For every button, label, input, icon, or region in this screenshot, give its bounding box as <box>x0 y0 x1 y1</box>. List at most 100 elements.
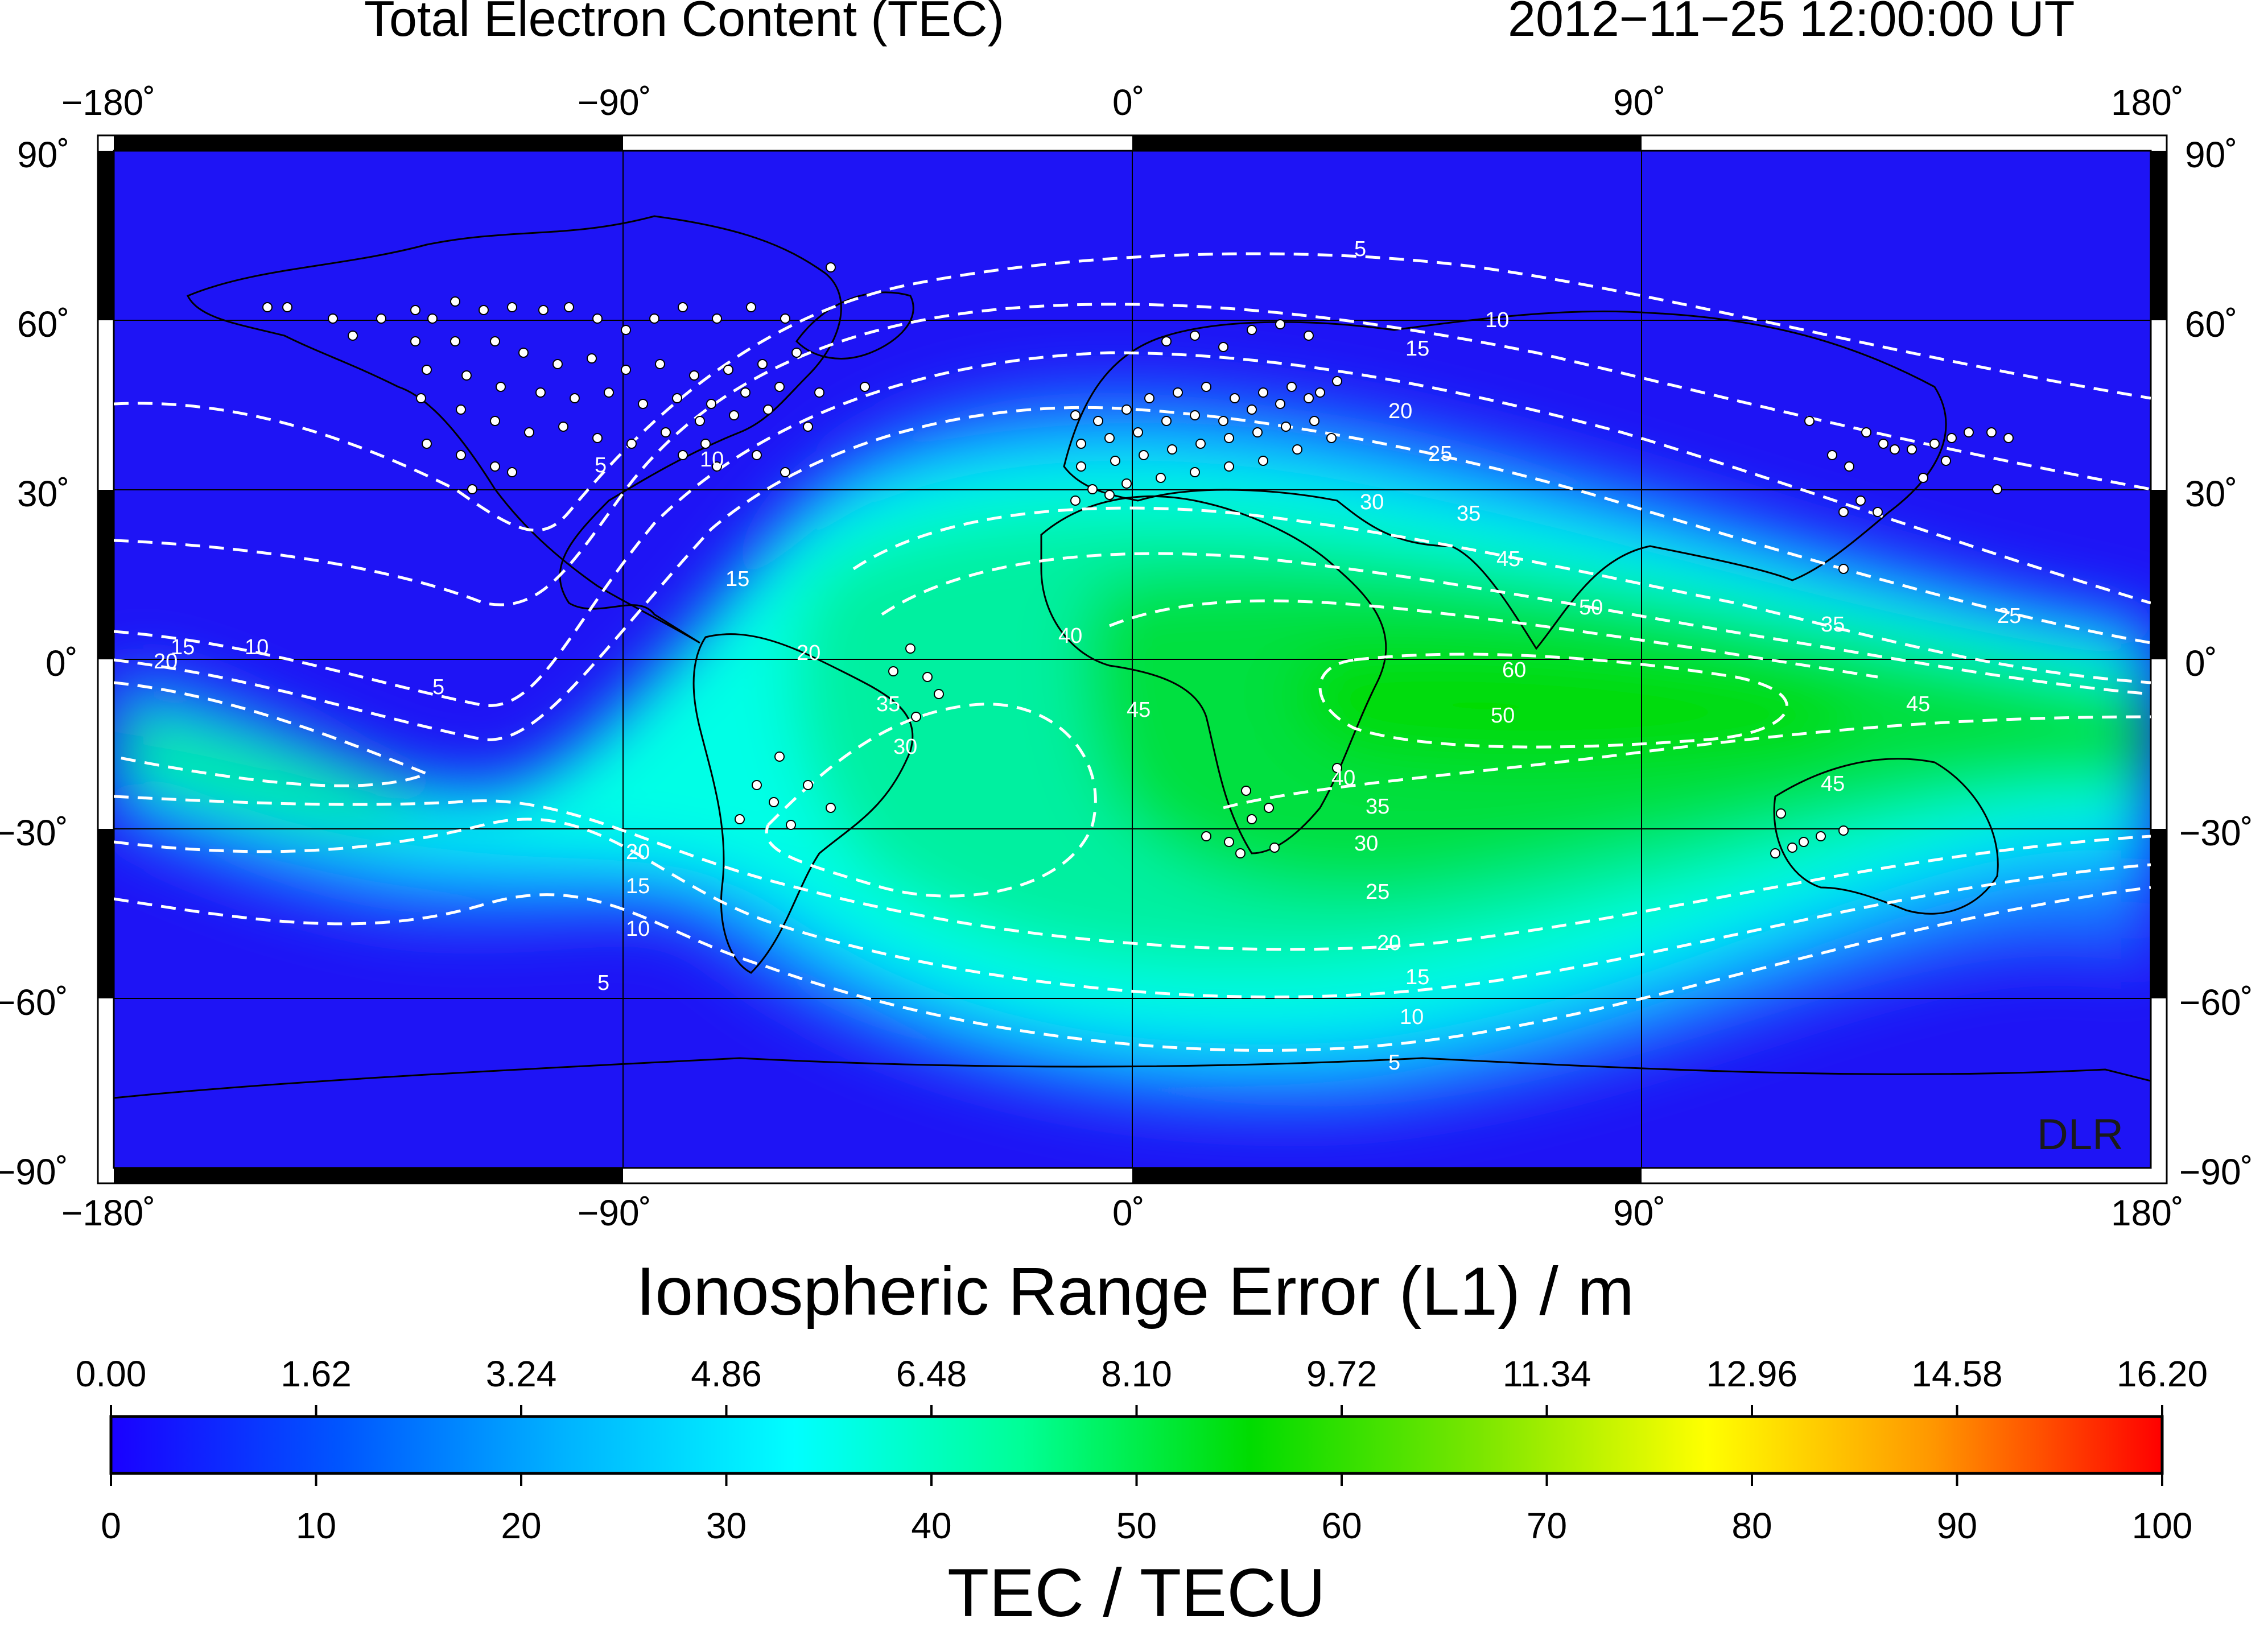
station-marker <box>1230 393 1240 403</box>
contour-label: 25 <box>1366 880 1389 904</box>
tec-contours <box>114 252 2151 1052</box>
station-marker <box>496 382 506 392</box>
station-marker <box>689 370 699 381</box>
station-marker <box>328 313 338 324</box>
range-error-tick-label: 1.62 <box>281 1353 352 1394</box>
station-marker <box>1161 416 1172 426</box>
station-marker <box>661 427 671 437</box>
station-marker <box>490 461 500 472</box>
timestamp: 2012−11−25 12:00:00 UT <box>1508 0 2075 47</box>
tec-tick-label: 10 <box>295 1505 337 1546</box>
station-marker <box>524 427 534 437</box>
station-marker <box>626 439 637 449</box>
contour-label: 5 <box>432 675 444 699</box>
contour-label: 20 <box>1377 931 1401 955</box>
station-marker <box>1218 416 1228 426</box>
station-marker <box>558 422 568 432</box>
station-marker <box>769 797 779 807</box>
station-marker <box>456 404 466 415</box>
contour-line <box>765 703 1097 898</box>
lon-tick-top-90w: −90˚ <box>578 82 651 123</box>
station-marker <box>826 262 836 272</box>
lat-tick-right-30s: −30˚ <box>2179 812 2253 853</box>
contour-label: 60 <box>1502 658 1526 682</box>
station-marker <box>638 399 648 409</box>
station-marker <box>1776 808 1786 819</box>
station-marker <box>1838 564 1849 574</box>
contour-label: 5 <box>597 971 609 995</box>
station-marker <box>1269 843 1280 853</box>
station-marker <box>1315 387 1325 398</box>
lat-tick-right-30n: 30˚ <box>2185 473 2238 514</box>
range-error-tick-label: 8.10 <box>1101 1353 1172 1394</box>
station-marker <box>427 313 438 324</box>
station-marker <box>1844 461 1854 472</box>
contour-label: 10 <box>626 917 650 941</box>
tec-unit-title: TEC / TECU <box>947 1555 1326 1631</box>
station-marker <box>1804 416 1815 426</box>
lon-tick-bottom-90w: −90˚ <box>578 1192 651 1233</box>
station-marker <box>1929 439 1940 449</box>
station-marker <box>1947 433 1957 443</box>
station-marker <box>1309 416 1319 426</box>
contour-line <box>114 252 2151 532</box>
station-marker <box>348 331 358 341</box>
station-marker <box>1918 473 1928 483</box>
station-marker <box>1070 496 1081 506</box>
station-marker <box>774 382 785 392</box>
station-marker <box>1161 336 1172 346</box>
station-marker <box>1907 444 1917 455</box>
station-marker <box>479 305 489 315</box>
station-marker <box>490 416 500 426</box>
contour-label: 20 <box>154 650 178 674</box>
contour-label: 35 <box>1366 795 1389 819</box>
lon-tick-bottom-90e: 90˚ <box>1613 1192 1666 1233</box>
lon-tick-top-180w: −180˚ <box>61 82 156 123</box>
station-marker <box>1890 444 1900 455</box>
lat-tick-left-0: 0˚ <box>46 643 78 684</box>
lat-tick-left-30s: −30˚ <box>0 812 68 853</box>
station-marker <box>1878 439 1888 449</box>
tec-tick-label: 70 <box>1526 1505 1568 1546</box>
station-marker <box>1332 376 1342 386</box>
tec-tick-label: 30 <box>706 1505 747 1546</box>
contour-line <box>1223 715 2151 810</box>
contour-label: 15 <box>1405 337 1429 361</box>
contour-line <box>1318 653 1788 749</box>
contour-label: 20 <box>797 641 820 665</box>
contour-label: 25 <box>1997 604 2021 628</box>
station-marker <box>1241 786 1251 796</box>
station-marker <box>888 666 898 676</box>
station-marker <box>490 336 500 346</box>
station-marker <box>410 336 420 346</box>
station-marker <box>1070 410 1081 420</box>
contour-label: 30 <box>893 735 917 759</box>
station-marker <box>422 365 432 375</box>
contour-line <box>114 351 2151 707</box>
station-marker <box>1110 456 1120 466</box>
station-marker <box>1190 467 1200 477</box>
range-error-tick-label: 11.34 <box>1502 1353 1591 1394</box>
station-marker <box>621 325 631 335</box>
contour-label: 10 <box>1485 308 1509 332</box>
station-marker <box>1190 410 1200 420</box>
contour-line <box>852 506 2151 684</box>
station-marker <box>763 404 773 415</box>
lon-tick-top-180e: 180˚ <box>2111 82 2184 123</box>
contour-label: 50 <box>1491 704 1515 728</box>
lon-tick-bottom-180e: 180˚ <box>2111 1192 2184 1233</box>
station-marker <box>592 313 603 324</box>
contour-label: 15 <box>1405 965 1429 989</box>
station-marker <box>1292 444 1302 455</box>
contour-label: 10 <box>700 448 724 472</box>
station-marker <box>1076 461 1086 472</box>
station-marker <box>535 387 546 398</box>
dlr-watermark: DLR <box>2037 1110 2123 1159</box>
station-marker <box>1861 427 1871 437</box>
station-marker <box>826 803 836 813</box>
tec-tick-label: 100 <box>2131 1505 2193 1546</box>
map-frame <box>97 134 2168 1184</box>
gnss-stations <box>262 262 2014 858</box>
station-marker <box>1167 444 1177 455</box>
